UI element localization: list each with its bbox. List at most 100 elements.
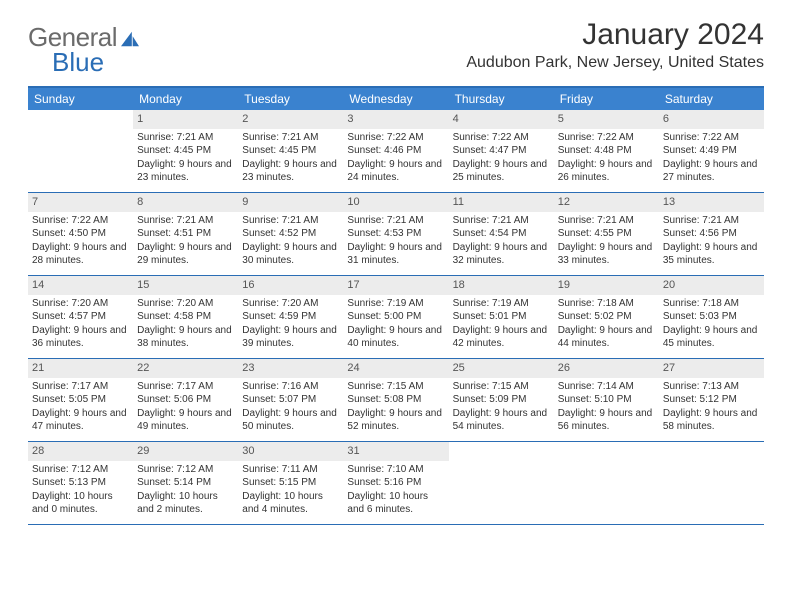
sunset-text: Sunset: 4:56 PM [663, 227, 760, 241]
day-number: 1 [133, 110, 238, 129]
day-data: Sunrise: 7:21 AMSunset: 4:56 PMDaylight:… [659, 212, 764, 272]
day-cell: 12Sunrise: 7:21 AMSunset: 4:55 PMDayligh… [554, 193, 659, 275]
day-cell: 26Sunrise: 7:14 AMSunset: 5:10 PMDayligh… [554, 359, 659, 441]
daylight-text: Daylight: 9 hours and 29 minutes. [137, 241, 234, 268]
day-cell-empty [28, 110, 133, 192]
sunset-text: Sunset: 4:53 PM [347, 227, 444, 241]
location-text: Audubon Park, New Jersey, United States [466, 54, 764, 72]
day-cell: 6Sunrise: 7:22 AMSunset: 4:49 PMDaylight… [659, 110, 764, 192]
day-number: 18 [449, 276, 554, 295]
day-data: Sunrise: 7:15 AMSunset: 5:08 PMDaylight:… [343, 378, 448, 438]
day-data: Sunrise: 7:19 AMSunset: 5:00 PMDaylight:… [343, 295, 448, 355]
day-data: Sunrise: 7:22 AMSunset: 4:50 PMDaylight:… [28, 212, 133, 272]
day-cell: 22Sunrise: 7:17 AMSunset: 5:06 PMDayligh… [133, 359, 238, 441]
day-data: Sunrise: 7:13 AMSunset: 5:12 PMDaylight:… [659, 378, 764, 438]
day-cell: 24Sunrise: 7:15 AMSunset: 5:08 PMDayligh… [343, 359, 448, 441]
daylight-text: Daylight: 9 hours and 50 minutes. [242, 407, 339, 434]
sunset-text: Sunset: 4:55 PM [558, 227, 655, 241]
sunset-text: Sunset: 5:09 PM [453, 393, 550, 407]
day-number [554, 442, 659, 446]
daylight-text: Daylight: 10 hours and 4 minutes. [242, 490, 339, 517]
day-data: Sunrise: 7:20 AMSunset: 4:59 PMDaylight:… [238, 295, 343, 355]
weekday-header: Sunday [28, 88, 133, 110]
day-number [659, 442, 764, 446]
sunrise-text: Sunrise: 7:11 AM [242, 463, 339, 477]
week-row: 14Sunrise: 7:20 AMSunset: 4:57 PMDayligh… [28, 276, 764, 359]
daylight-text: Daylight: 9 hours and 23 minutes. [242, 158, 339, 185]
sunrise-text: Sunrise: 7:15 AM [453, 380, 550, 394]
daylight-text: Daylight: 9 hours and 42 minutes. [453, 324, 550, 351]
sunset-text: Sunset: 5:07 PM [242, 393, 339, 407]
day-number: 11 [449, 193, 554, 212]
weekday-header: Tuesday [238, 88, 343, 110]
day-number: 19 [554, 276, 659, 295]
day-cell: 10Sunrise: 7:21 AMSunset: 4:53 PMDayligh… [343, 193, 448, 275]
day-data: Sunrise: 7:22 AMSunset: 4:47 PMDaylight:… [449, 129, 554, 189]
day-data: Sunrise: 7:17 AMSunset: 5:06 PMDaylight:… [133, 378, 238, 438]
day-data: Sunrise: 7:12 AMSunset: 5:13 PMDaylight:… [28, 461, 133, 521]
sunset-text: Sunset: 5:06 PM [137, 393, 234, 407]
day-data: Sunrise: 7:20 AMSunset: 4:57 PMDaylight:… [28, 295, 133, 355]
day-cell: 5Sunrise: 7:22 AMSunset: 4:48 PMDaylight… [554, 110, 659, 192]
weekday-header: Friday [554, 88, 659, 110]
day-cell-empty [449, 442, 554, 524]
sunrise-text: Sunrise: 7:13 AM [663, 380, 760, 394]
day-number: 5 [554, 110, 659, 129]
day-number: 20 [659, 276, 764, 295]
day-cell: 31Sunrise: 7:10 AMSunset: 5:16 PMDayligh… [343, 442, 448, 524]
day-number: 23 [238, 359, 343, 378]
sunrise-text: Sunrise: 7:22 AM [453, 131, 550, 145]
sunrise-text: Sunrise: 7:12 AM [137, 463, 234, 477]
day-data: Sunrise: 7:21 AMSunset: 4:52 PMDaylight:… [238, 212, 343, 272]
daylight-text: Daylight: 9 hours and 56 minutes. [558, 407, 655, 434]
daylight-text: Daylight: 9 hours and 40 minutes. [347, 324, 444, 351]
day-number: 31 [343, 442, 448, 461]
sunrise-text: Sunrise: 7:20 AM [242, 297, 339, 311]
day-cell: 9Sunrise: 7:21 AMSunset: 4:52 PMDaylight… [238, 193, 343, 275]
weeks-container: 1 Sunrise: 7:21 AM Sunset: 4:45 PM Daylight… [28, 110, 764, 525]
sunset-text: Sunset: 4:49 PM [663, 144, 760, 158]
day-data: Sunrise: 7:21 AMSunset: 4:53 PMDaylight:… [343, 212, 448, 272]
day-data: Sunrise: 7:19 AMSunset: 5:01 PMDaylight:… [449, 295, 554, 355]
sunset-text: Sunset: 4:59 PM [242, 310, 339, 324]
daylight-text: Daylight: 9 hours and 30 minutes. [242, 241, 339, 268]
daylight-text: Daylight: 9 hours and 54 minutes. [453, 407, 550, 434]
sunset-text: Sunset: 5:08 PM [347, 393, 444, 407]
title-block: January 2024 Audubon Park, New Jersey, U… [466, 18, 764, 72]
day-data: Sunrise: 7:17 AMSunset: 5:05 PMDaylight:… [28, 378, 133, 438]
day-number: 9 [238, 193, 343, 212]
weekday-header-row: SundayMondayTuesdayWednesdayThursdayFrid… [28, 88, 764, 110]
sunrise-text: Sunrise: 7:14 AM [558, 380, 655, 394]
sunrise-text: Sunrise: 7:21 AM [347, 214, 444, 228]
sunset-text: Sunset: 5:16 PM [347, 476, 444, 490]
day-cell: 18Sunrise: 7:19 AMSunset: 5:01 PMDayligh… [449, 276, 554, 358]
week-row: 1Sunrise: 7:21 AMSunset: 4:45 PMDaylight… [28, 110, 764, 193]
sunrise-text: Sunrise: 7:22 AM [558, 131, 655, 145]
sunset-text: Sunset: 5:13 PM [32, 476, 129, 490]
month-title: January 2024 [466, 18, 764, 52]
weekday-header: Monday [133, 88, 238, 110]
day-data: Sunrise: 7:22 AMSunset: 4:48 PMDaylight:… [554, 129, 659, 189]
day-number: 26 [554, 359, 659, 378]
daylight-text: Daylight: 9 hours and 47 minutes. [32, 407, 129, 434]
daylight-text: Daylight: 9 hours and 52 minutes. [347, 407, 444, 434]
day-number: 13 [659, 193, 764, 212]
day-cell-empty [659, 442, 764, 524]
sunset-text: Sunset: 5:15 PM [242, 476, 339, 490]
day-number: 24 [343, 359, 448, 378]
sunrise-text: Sunrise: 7:21 AM [663, 214, 760, 228]
sunset-text: Sunset: 4:54 PM [453, 227, 550, 241]
day-number: 29 [133, 442, 238, 461]
sunset-text: Sunset: 5:02 PM [558, 310, 655, 324]
sunrise-text: Sunrise: 7:21 AM [453, 214, 550, 228]
sunrise-text: Sunrise: 7:21 AM [558, 214, 655, 228]
daylight-text: Daylight: 10 hours and 2 minutes. [137, 490, 234, 517]
sunset-text: Sunset: 4:45 PM [137, 144, 234, 158]
day-cell: 21Sunrise: 7:17 AMSunset: 5:05 PMDayligh… [28, 359, 133, 441]
day-cell: 1Sunrise: 7:21 AMSunset: 4:45 PMDaylight… [133, 110, 238, 192]
day-number: 7 [28, 193, 133, 212]
day-cell: 19Sunrise: 7:18 AMSunset: 5:02 PMDayligh… [554, 276, 659, 358]
sunrise-text: Sunrise: 7:17 AM [32, 380, 129, 394]
day-data: Sunrise: 7:11 AMSunset: 5:15 PMDaylight:… [238, 461, 343, 521]
day-number: 12 [554, 193, 659, 212]
